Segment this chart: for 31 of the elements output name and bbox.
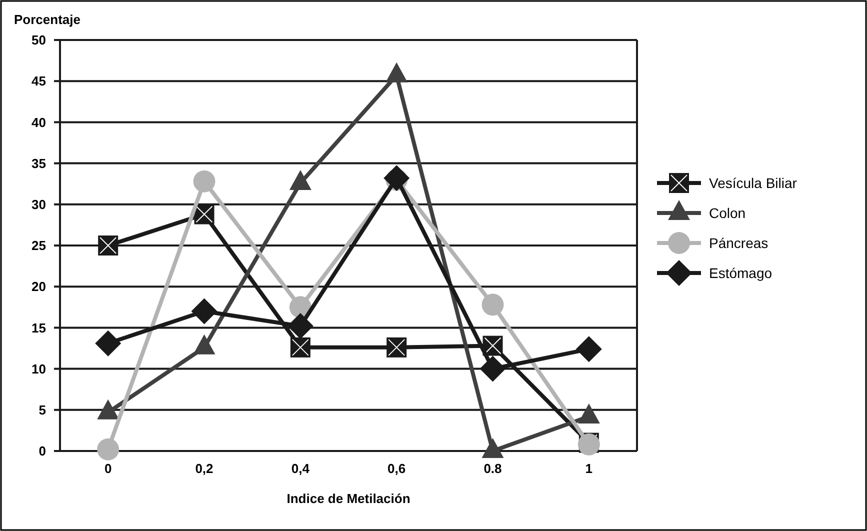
y-tick-label: 45 [32,74,46,89]
point [287,313,314,340]
point [482,294,504,316]
legend-label: Estómago [709,264,772,281]
point [576,336,602,362]
x-tick-label: 0,6 [388,461,406,476]
y-tick-label: 0 [38,444,46,459]
y-tick-label: 35 [32,156,46,171]
point [97,438,120,460]
y-tick-label: 30 [32,196,46,212]
y-tick-label: 25 [32,238,46,254]
x-tick-label: 0,4 [291,461,310,476]
y-tick-label: 10 [32,361,46,376]
x-tick-label: 1 [585,461,593,476]
legend-label: Colon [709,204,746,221]
y-tick-label: 5 [38,402,46,418]
legend-label: Páncreas [709,234,768,251]
x-tick-label: 0 [104,461,112,476]
x-tick-label: 0,2 [195,461,214,476]
y-tick-label: 40 [32,114,46,130]
y-tick-label: 50 [32,32,46,48]
x-axis-title: Indice de Metilación [286,491,410,506]
point [193,170,216,192]
y-tick-label: 20 [32,279,46,294]
x-tick-label: 0.8 [484,461,502,476]
y-axis-title: Porcentaje [14,12,80,27]
point [191,298,218,324]
y-tick-label: 15 [32,320,46,336]
point [95,330,122,356]
point [480,356,506,382]
legend-label: Vesícula Biliar [709,174,798,191]
